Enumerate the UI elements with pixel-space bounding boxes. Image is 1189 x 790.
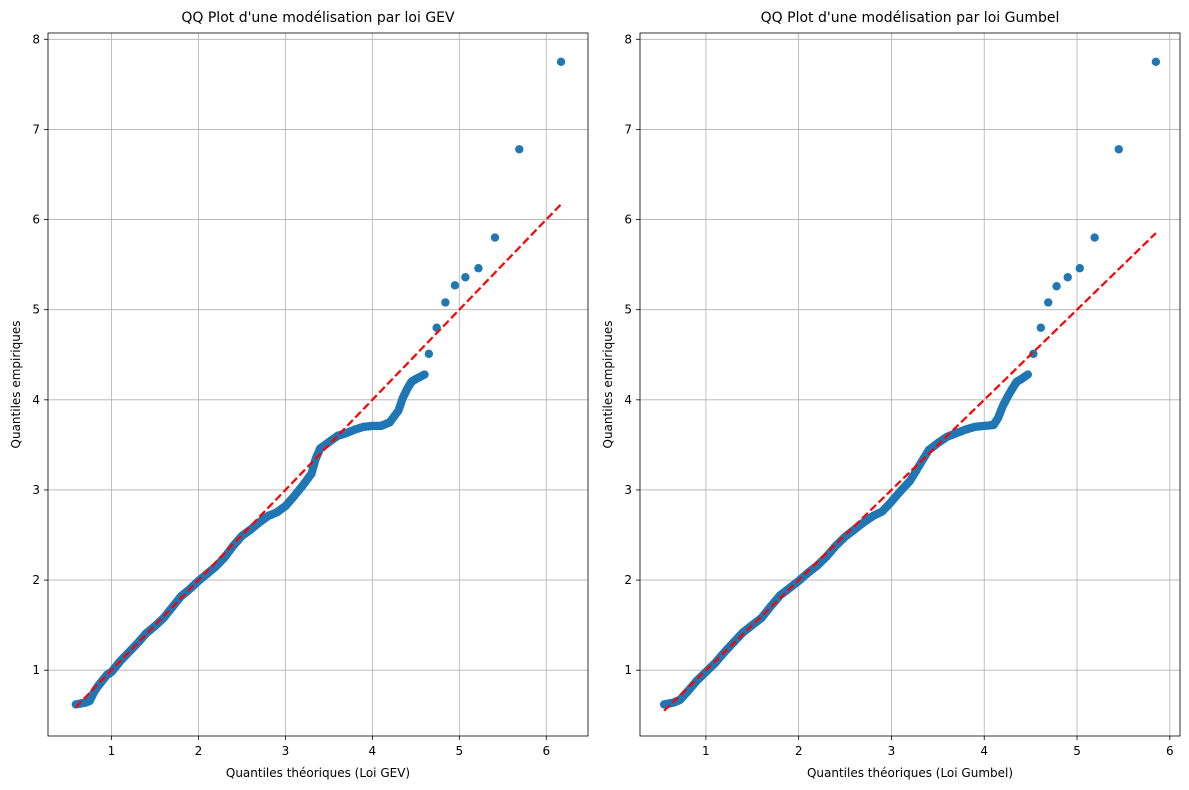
chart-panel-1: 1 2 3 4 5 6 1 2 3 4 5 6 7 8 QQ Plot d'une modélisation… (9, 10, 589, 780)
scatter-series (659, 57, 1161, 709)
y-tick-label: 3 (624, 483, 632, 497)
x-tick-label: 3 (282, 744, 290, 758)
data-point (461, 273, 470, 282)
x-tick-label: 3 (888, 744, 896, 758)
x-tick-label: 4 (369, 744, 377, 758)
data-point (474, 264, 483, 273)
data-point (450, 281, 460, 290)
x-axis: 1 2 3 4 5 6 (702, 736, 1174, 758)
y-tick-label: 7 (32, 122, 40, 136)
data-point (1052, 282, 1061, 291)
y-axis: 1 2 3 4 5 6 7 8 (32, 32, 48, 677)
data-point (1044, 298, 1053, 307)
y-tick-label: 1 (32, 663, 40, 677)
data-point (1023, 370, 1033, 379)
y-tick-label: 8 (32, 32, 40, 46)
data-point (1114, 145, 1123, 154)
y-tick-label: 8 (624, 32, 632, 46)
chart-title: QQ Plot d'une modélisation par loi Gumbe… (761, 10, 1060, 26)
x-tick-label: 6 (542, 744, 550, 758)
x-tick-label: 6 (1166, 744, 1174, 758)
data-point (1075, 264, 1084, 273)
x-tick-label: 4 (980, 744, 988, 758)
plot-frame (639, 32, 1181, 737)
data-point (1029, 349, 1038, 359)
y-tick-label: 1 (624, 663, 632, 677)
x-axis: 1 2 3 4 5 6 (108, 736, 550, 758)
y-tick-label: 6 (32, 213, 40, 227)
y-tick-label: 4 (624, 393, 632, 407)
y-tick-label: 5 (32, 303, 40, 317)
reference-line (75, 203, 562, 708)
data-point (1063, 273, 1072, 282)
x-tick-label: 2 (195, 744, 203, 758)
data-point (441, 298, 450, 307)
y-tick-label: 6 (624, 213, 632, 227)
scatter-series (71, 57, 566, 709)
reference-line (663, 232, 1157, 712)
x-axis-label: Quantiles théoriques (Loi Gumbel) (807, 766, 1013, 780)
x-axis-label: Quantiles théoriques (Loi GEV) (226, 766, 410, 780)
data-point (515, 145, 524, 154)
data-point (420, 370, 429, 379)
gridlines (48, 33, 588, 736)
data-point (1151, 57, 1161, 67)
y-tick-label: 4 (32, 393, 40, 407)
plot-frame (47, 32, 589, 737)
data-point (490, 233, 500, 242)
y-tick-label: 2 (624, 573, 632, 587)
data-point (424, 349, 434, 359)
data-point (556, 57, 566, 67)
y-tick-label: 7 (624, 122, 632, 136)
x-tick-label: 5 (455, 744, 463, 758)
chart-panel-2: 1 2 3 4 5 6 1 2 3 4 5 6 7 8 QQ Plot d'une modélisation… (601, 10, 1181, 780)
data-point (1090, 233, 1099, 242)
x-tick-label: 5 (1073, 744, 1081, 758)
chart-title: QQ Plot d'une modélisation par loi GEV (181, 10, 455, 26)
data-point (1036, 323, 1046, 332)
x-tick-label: 1 (108, 744, 116, 758)
gridlines (640, 33, 1180, 736)
y-tick-label: 5 (624, 303, 632, 317)
y-tick-label: 3 (32, 483, 40, 497)
y-axis: 1 2 3 4 5 6 7 8 (624, 32, 640, 677)
x-tick-label: 2 (795, 744, 803, 758)
y-axis-label: Quantiles empiriques (601, 321, 615, 449)
y-axis-label: Quantiles empiriques (9, 321, 23, 449)
x-tick-label: 1 (702, 744, 710, 758)
y-tick-label: 2 (32, 573, 40, 587)
